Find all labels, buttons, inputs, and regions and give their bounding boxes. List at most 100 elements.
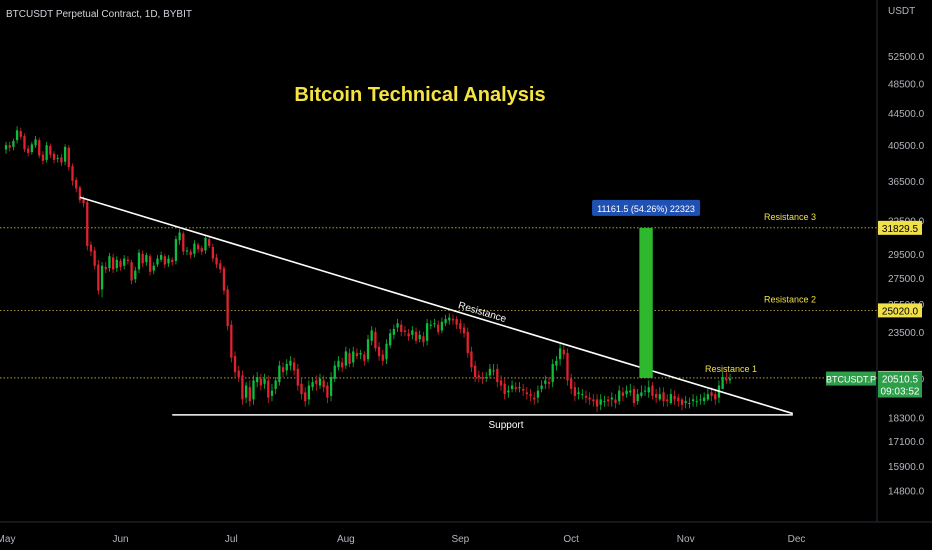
candle-body	[562, 349, 565, 355]
candle-body	[695, 401, 698, 403]
projection-label: 11161.5 (54.26%) 22323	[597, 204, 695, 214]
candle-body	[226, 289, 229, 327]
resistance-label: Resistance	[457, 300, 508, 325]
candle-body	[104, 266, 107, 270]
candle-body	[621, 392, 625, 396]
candle-body	[573, 387, 577, 396]
candle-body	[341, 362, 344, 368]
candle-body	[510, 385, 514, 389]
candle-body	[211, 246, 215, 259]
trendlines: Resistance Support	[79, 196, 794, 431]
candle-body	[392, 328, 396, 335]
candle-body	[12, 141, 15, 147]
price-tick-label: 52500.0	[888, 52, 925, 63]
candle-body	[119, 260, 122, 267]
candle-body	[529, 394, 532, 396]
candle-body	[629, 390, 632, 393]
candle-body	[178, 232, 181, 241]
price-tick-label: 23500.0	[888, 328, 925, 339]
candle-body	[433, 323, 436, 325]
candle-body	[728, 378, 732, 381]
candle-body	[570, 378, 573, 389]
candle-body	[555, 360, 558, 366]
candle-body	[459, 323, 462, 329]
symbol-header: BTCUSDT Perpetual Contract, 1D, BYBIT	[6, 9, 192, 20]
price-tick-label: 36500.0	[888, 177, 925, 188]
candle-body	[544, 380, 547, 384]
candle-body	[111, 257, 115, 270]
price-tick-label: 29500.0	[888, 250, 925, 261]
candle-body	[71, 166, 74, 181]
candle-body	[654, 394, 658, 398]
level-price-tag-bg	[878, 303, 922, 318]
candle-body	[304, 392, 307, 402]
level-price-tag-bg	[878, 220, 922, 235]
time-tick-label: Oct	[563, 534, 579, 545]
candle-body	[270, 390, 274, 396]
candle-body	[662, 392, 665, 402]
candle-body	[130, 262, 133, 281]
candle-body	[8, 145, 11, 148]
candle-body	[536, 390, 540, 398]
price-tick-label: 15900.0	[888, 462, 925, 473]
candle-body	[352, 351, 355, 363]
current-symbol-tag: BTCUSDT.P	[826, 375, 876, 385]
candle-body	[267, 380, 270, 398]
candle-body	[300, 383, 303, 395]
candle-body	[403, 330, 407, 332]
candle-body	[632, 388, 636, 403]
candle-body	[60, 157, 63, 163]
level-label: Resistance 3	[764, 212, 816, 222]
candle-body	[259, 378, 263, 386]
candle-body	[49, 146, 52, 155]
candle-body	[196, 244, 200, 250]
price-axis-unit: USDT	[888, 6, 915, 17]
candle-body	[499, 380, 503, 386]
candle-body	[78, 187, 82, 201]
candle-body	[385, 343, 388, 360]
candle-body	[38, 140, 41, 156]
candle-body	[145, 255, 148, 263]
candle-body	[448, 317, 451, 321]
candle-body	[97, 264, 100, 291]
candle-body	[603, 401, 606, 403]
candle-body	[241, 375, 244, 400]
candle-body	[533, 397, 536, 400]
candle-body	[41, 154, 45, 161]
candle-body	[588, 397, 591, 400]
candle-body	[396, 323, 399, 328]
candle-body	[725, 378, 728, 381]
candle-body	[547, 382, 551, 384]
candle-body	[688, 402, 691, 404]
candle-body	[75, 179, 78, 189]
candle-body	[108, 256, 111, 269]
candle-body	[215, 257, 218, 265]
candle-body	[208, 239, 211, 246]
candle-body	[52, 153, 56, 160]
candle-body	[134, 270, 137, 280]
candle-body	[289, 360, 292, 366]
price-axis-ticks: 52500.048500.044500.040500.036500.032500…	[888, 52, 925, 497]
resistance-trendline	[79, 196, 794, 415]
time-tick-label: May	[0, 534, 15, 545]
candle-body	[281, 367, 285, 373]
candle-body	[318, 378, 322, 386]
candle-body	[444, 318, 447, 324]
candle-body	[418, 334, 421, 340]
candle-body	[278, 365, 281, 383]
candle-body	[599, 399, 602, 405]
candle-body	[126, 259, 130, 261]
candle-body	[525, 392, 528, 395]
candle-body	[329, 377, 333, 396]
candle-body	[230, 324, 233, 358]
candle-body	[496, 368, 499, 383]
candle-body	[167, 258, 170, 264]
candle-body	[174, 239, 178, 261]
candle-body	[252, 380, 255, 400]
current-countdown: 09:03:52	[881, 387, 920, 398]
candle-body	[640, 392, 643, 396]
candle-body	[703, 397, 706, 402]
candle-body	[540, 385, 543, 389]
candle-body	[636, 394, 639, 402]
